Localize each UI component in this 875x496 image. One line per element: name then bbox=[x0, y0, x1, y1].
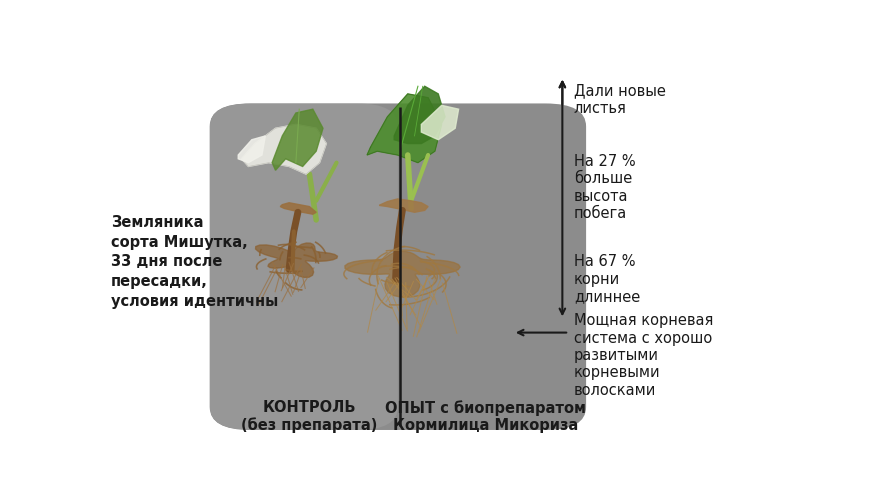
Text: Мощная корневая
система с хорошо
развитыми
корневыми
волосками: Мощная корневая система с хорошо развиты… bbox=[574, 313, 713, 398]
Polygon shape bbox=[242, 124, 326, 174]
Polygon shape bbox=[379, 199, 428, 212]
Text: Земляника
сорта Мишутка,
33 дня после
пересадки,
условия идентичны: Земляника сорта Мишутка, 33 дня после пе… bbox=[111, 215, 278, 309]
Polygon shape bbox=[345, 251, 460, 297]
Polygon shape bbox=[280, 203, 316, 214]
Polygon shape bbox=[238, 136, 265, 163]
Polygon shape bbox=[368, 94, 442, 163]
Text: На 67 %
корни
длиннее: На 67 % корни длиннее bbox=[574, 254, 640, 304]
Polygon shape bbox=[422, 105, 459, 140]
FancyBboxPatch shape bbox=[210, 104, 398, 430]
Polygon shape bbox=[394, 86, 445, 143]
Text: ОПЫТ с биопрепаратом
Кормилица Микориза: ОПЫТ с биопрепаратом Кормилица Микориза bbox=[385, 400, 586, 433]
Text: Дали новые
листья: Дали новые листья bbox=[574, 83, 666, 116]
Text: КОНТРОЛЬ
(без препарата): КОНТРОЛЬ (без препарата) bbox=[242, 400, 378, 433]
Polygon shape bbox=[255, 243, 338, 277]
Polygon shape bbox=[272, 109, 323, 170]
FancyBboxPatch shape bbox=[210, 104, 586, 430]
Text: На 27 %
больше
высота
побега: На 27 % больше высота побега bbox=[574, 154, 635, 221]
